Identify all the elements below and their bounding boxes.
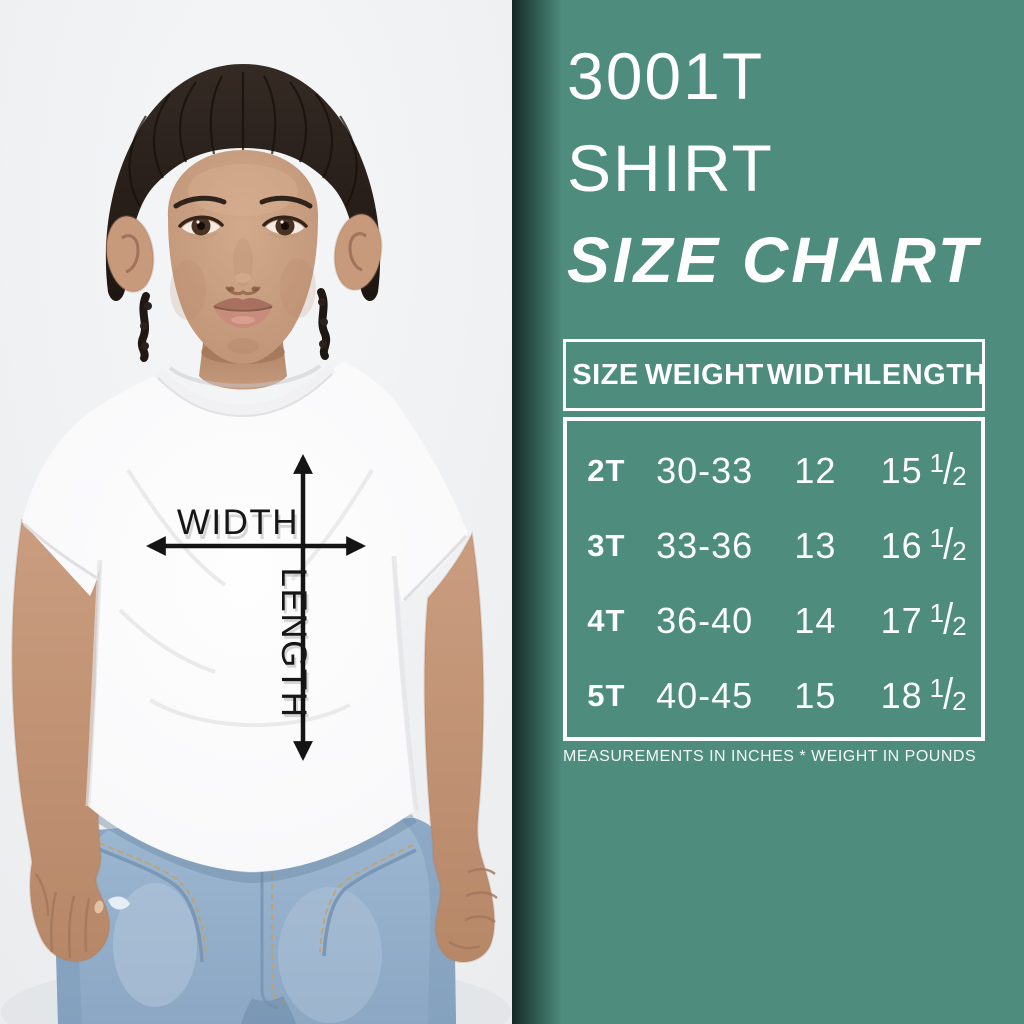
jeans-rip (108, 896, 130, 910)
length-fraction: 1/2 (929, 443, 968, 492)
product-title: 3001T SHIRT SIZE CHART (567, 30, 980, 306)
face-shape (167, 150, 319, 364)
cornrow-lines (128, 72, 358, 207)
table-row-2t: 2T 30-33 12 15 1/2 (567, 443, 981, 492)
table-header-row: SIZE WEIGHT WIDTH LENGTH (563, 339, 985, 411)
face (167, 150, 319, 364)
fraction-slash: / (943, 593, 955, 643)
right-arm-hand (423, 530, 496, 963)
length-fraction: 1/2 (929, 518, 968, 567)
hair-cap (105, 64, 381, 302)
fraction-numerator: 1 (929, 522, 946, 553)
length-whole: 17 (880, 599, 923, 641)
left-pocket-seam (95, 846, 204, 963)
length-whole: 16 (880, 524, 923, 566)
photo-pane: WIDTH WIDTH LENGTH LENGTH (0, 0, 512, 1024)
left-hand-fingers (34, 873, 91, 959)
fingernail (94, 900, 104, 914)
cell-length: 17 1/2 (880, 593, 968, 642)
fraction-slash: / (943, 518, 955, 568)
table-body: 2T 30-33 12 15 1/2 3T 33-36 13 16 1/2 4T 3… (563, 417, 985, 741)
jeans (54, 807, 456, 1024)
cell-length: 15 1/2 (880, 443, 968, 492)
header-width: WIDTH (766, 358, 865, 391)
length-label-shadow: LENGTH (276, 571, 315, 722)
size-table: SIZE WEIGHT WIDTH LENGTH 2T 30-33 12 15 1… (563, 339, 985, 766)
cell-width: 12 (794, 449, 837, 491)
header-length: LENGTH (863, 358, 986, 391)
width-label: WIDTH (177, 503, 299, 542)
hair (105, 64, 381, 302)
table-footnote: MEASUREMENTS IN INCHES * WEIGHT IN POUND… (563, 748, 977, 765)
title-line-2: SHIRT (567, 131, 774, 205)
eyes (178, 215, 308, 239)
cell-width: 15 (794, 674, 837, 716)
tshirt (22, 362, 468, 872)
cell-width: 14 (794, 599, 837, 641)
lips (213, 298, 273, 328)
braid-bumps (140, 298, 328, 350)
fraction-denominator: 2 (952, 685, 968, 716)
table-row-5t: 5T 40-45 15 18 1/2 (567, 668, 981, 717)
fraction-slash: / (943, 668, 955, 718)
cell-weight: 33-36 (656, 524, 754, 566)
cell-width: 13 (794, 524, 837, 566)
arms (11, 518, 498, 963)
fraction-slash: / (943, 443, 955, 493)
cell-weight: 40-45 (656, 674, 754, 716)
cell-size: 2T (587, 452, 626, 488)
header-size: SIZE (572, 358, 639, 391)
fraction-numerator: 1 (929, 447, 946, 478)
fraction-numerator: 1 (929, 597, 946, 628)
size-chart-panel: 3001T SHIRT SIZE CHART SIZE WEIGHT WIDTH… (512, 0, 1024, 1024)
eyebrows (173, 195, 313, 209)
leg-separation-shadow (241, 996, 296, 1024)
cell-size: 5T (587, 677, 626, 713)
table-row-3t: 3T 33-36 13 16 1/2 (567, 518, 981, 567)
cell-length: 18 1/2 (880, 668, 968, 717)
fraction-denominator: 2 (952, 460, 968, 491)
sleeve-hems (22, 522, 468, 602)
nose (225, 238, 261, 296)
panel-inner: 3001T SHIRT SIZE CHART SIZE WEIGHT WIDTH… (512, 0, 1024, 1024)
hem-shadow (87, 807, 417, 884)
length-fraction: 1/2 (929, 593, 968, 642)
length-whole: 15 (880, 449, 923, 491)
header-weight: WEIGHT (644, 358, 764, 391)
cell-length: 16 1/2 (880, 518, 968, 567)
cell-size: 3T (587, 527, 626, 563)
ears (105, 213, 383, 293)
length-label: LENGTH (274, 568, 313, 719)
table-row-4t: 4T 36-40 14 17 1/2 (567, 593, 981, 642)
right-pocket-seam (322, 848, 417, 957)
measurement-diagram: WIDTH WIDTH LENGTH LENGTH (146, 454, 366, 761)
fraction-denominator: 2 (952, 535, 968, 566)
title-line-1: 3001T (567, 39, 765, 113)
tshirt-body (22, 362, 468, 872)
left-ear-detail (121, 234, 140, 274)
fraction-denominator: 2 (952, 610, 968, 641)
cell-size: 4T (587, 602, 626, 638)
right-hand-knuckles (448, 868, 498, 950)
length-whole: 18 (880, 674, 923, 716)
title-line-3: SIZE CHART (567, 224, 980, 296)
length-fraction: 1/2 (929, 668, 968, 717)
width-label-shadow: WIDTH (179, 508, 301, 547)
collar (154, 364, 336, 418)
cell-weight: 36-40 (656, 599, 754, 641)
child-photo-illustration: WIDTH WIDTH LENGTH LENGTH (0, 0, 512, 1024)
fraction-numerator: 1 (929, 672, 946, 703)
cell-weight: 30-33 (656, 449, 754, 491)
right-ear-detail (348, 232, 367, 272)
